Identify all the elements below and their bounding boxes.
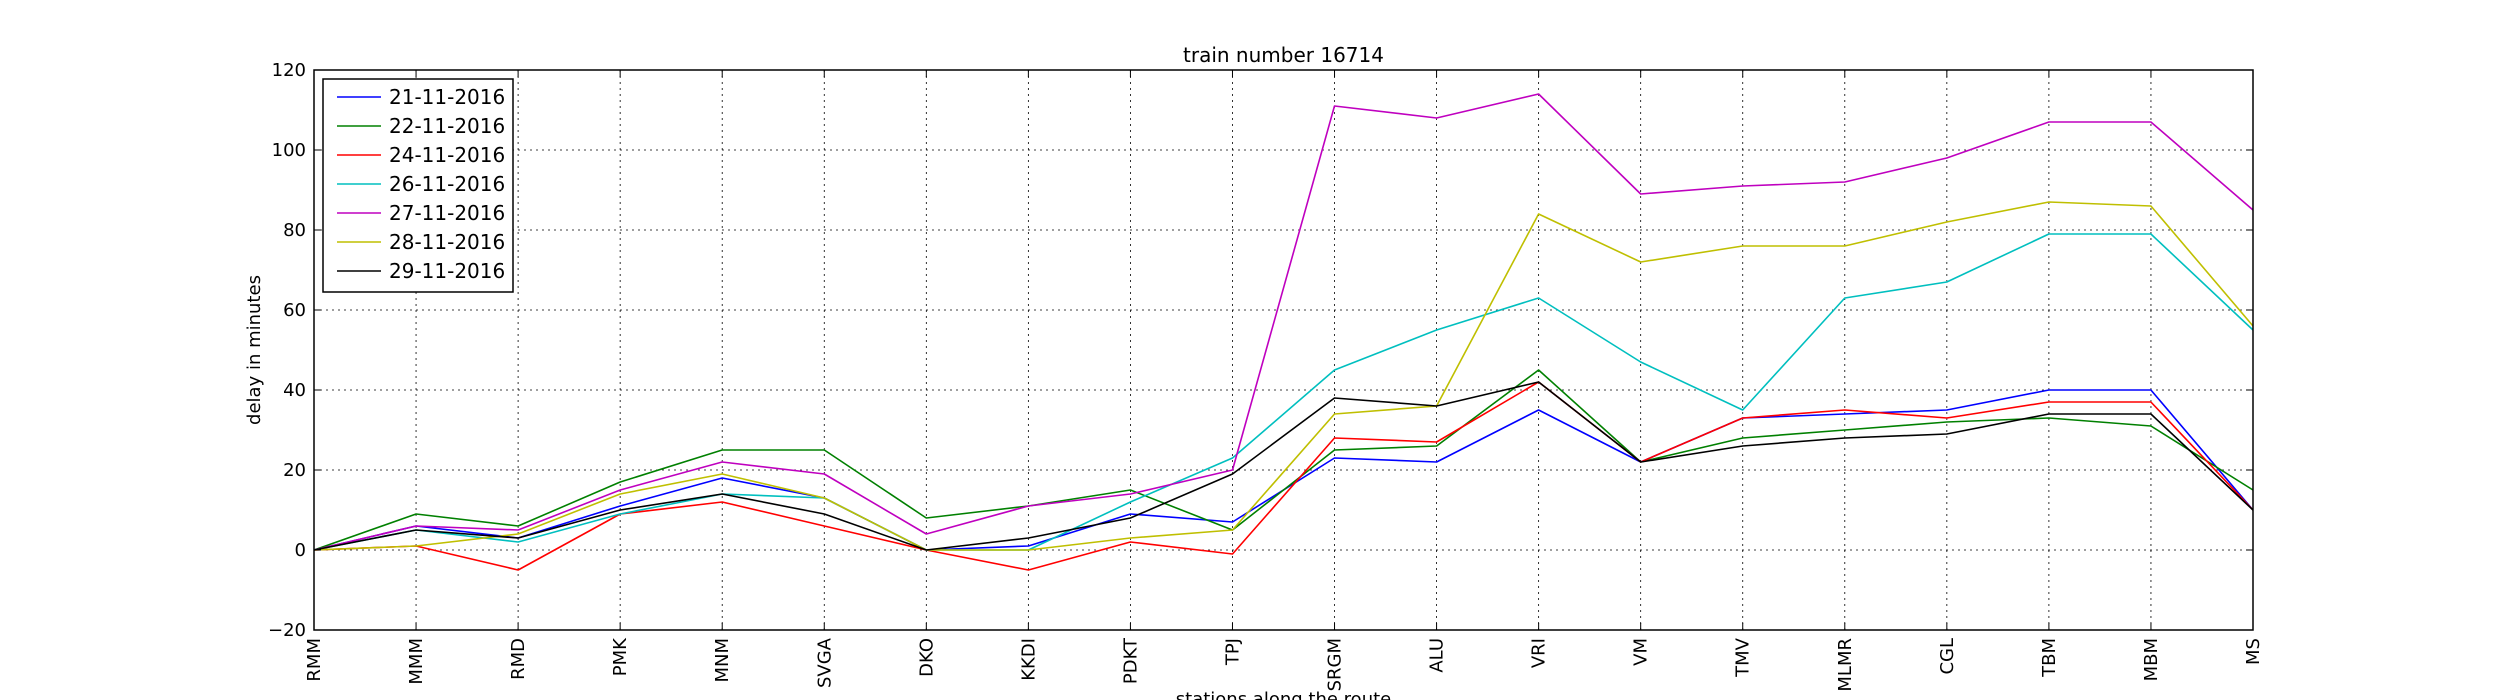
legend-label: 26-11-2016 bbox=[389, 172, 505, 196]
legend-label: 24-11-2016 bbox=[389, 143, 505, 167]
chart-title: train number 16714 bbox=[1183, 43, 1384, 67]
x-tick-label: SRGM bbox=[1325, 638, 1346, 691]
x-tick-label: MLMR bbox=[1835, 638, 1856, 692]
x-tick-label: PDKT bbox=[1120, 637, 1141, 684]
legend-label: 29-11-2016 bbox=[389, 259, 505, 283]
x-tick-label: KKDI bbox=[1018, 638, 1039, 681]
axis-ticks bbox=[313, 69, 2254, 631]
x-tick-label: RMD bbox=[508, 638, 529, 680]
y-tick-label: 40 bbox=[283, 380, 306, 401]
y-axis-label: delay in minutes bbox=[244, 275, 265, 425]
x-tick-label: TPJ bbox=[1222, 638, 1243, 666]
plot-frame bbox=[313, 69, 2254, 631]
y-tick-label: 120 bbox=[272, 60, 306, 81]
legend: 21-11-2016 22-11-2016 24-11-2016 26-11-2016… bbox=[322, 78, 514, 293]
x-tick-label: CGL bbox=[1937, 638, 1958, 675]
x-tick-label: PMK bbox=[610, 637, 631, 676]
x-tick-labels: RMM MMM RMD PMK MNM SVGA DKO KKDI PDKT TPJ SRGM ALU… bbox=[304, 637, 2264, 692]
y-tick-label: 80 bbox=[283, 220, 306, 241]
y-tick-label: 100 bbox=[272, 140, 306, 161]
x-tick-label: ALU bbox=[1427, 638, 1448, 673]
legend-box bbox=[322, 78, 514, 293]
legend-label: 21-11-2016 bbox=[389, 85, 505, 109]
x-tick-label: DKO bbox=[916, 638, 937, 677]
x-tick-label: MBM bbox=[2141, 638, 2162, 681]
x-tick-label: TBM bbox=[2039, 638, 2060, 678]
x-tick-label: TMV bbox=[1733, 637, 1754, 678]
x-axis-label: stations along the route bbox=[1176, 689, 1391, 700]
y-tick-label: 0 bbox=[295, 540, 306, 561]
x-tick-label: VRI bbox=[1529, 638, 1550, 668]
grid-lines bbox=[314, 70, 2253, 630]
legend-label: 28-11-2016 bbox=[389, 230, 505, 254]
series-line bbox=[313, 233, 2254, 551]
series-line bbox=[313, 93, 2254, 551]
y-tick-label: 20 bbox=[283, 460, 306, 481]
series-line bbox=[313, 201, 2254, 551]
y-tick-labels: −20 0 20 40 60 80 100 120 bbox=[268, 60, 306, 641]
series-line bbox=[313, 369, 2254, 551]
x-tick-label: MNM bbox=[712, 638, 733, 683]
legend-label: 22-11-2016 bbox=[389, 114, 505, 138]
series-line bbox=[313, 381, 2254, 571]
y-tick-label: 60 bbox=[283, 300, 306, 321]
x-tick-label: MMM bbox=[406, 638, 427, 685]
series-line bbox=[313, 381, 2254, 551]
y-tick-label: −20 bbox=[268, 620, 306, 641]
x-tick-label: MS bbox=[2243, 638, 2264, 665]
series-lines bbox=[313, 93, 2254, 571]
x-tick-label: RMM bbox=[304, 638, 325, 682]
legend-label: 27-11-2016 bbox=[389, 201, 505, 225]
x-tick-label: VM bbox=[1631, 638, 1652, 666]
x-tick-label: SVGA bbox=[814, 637, 835, 688]
